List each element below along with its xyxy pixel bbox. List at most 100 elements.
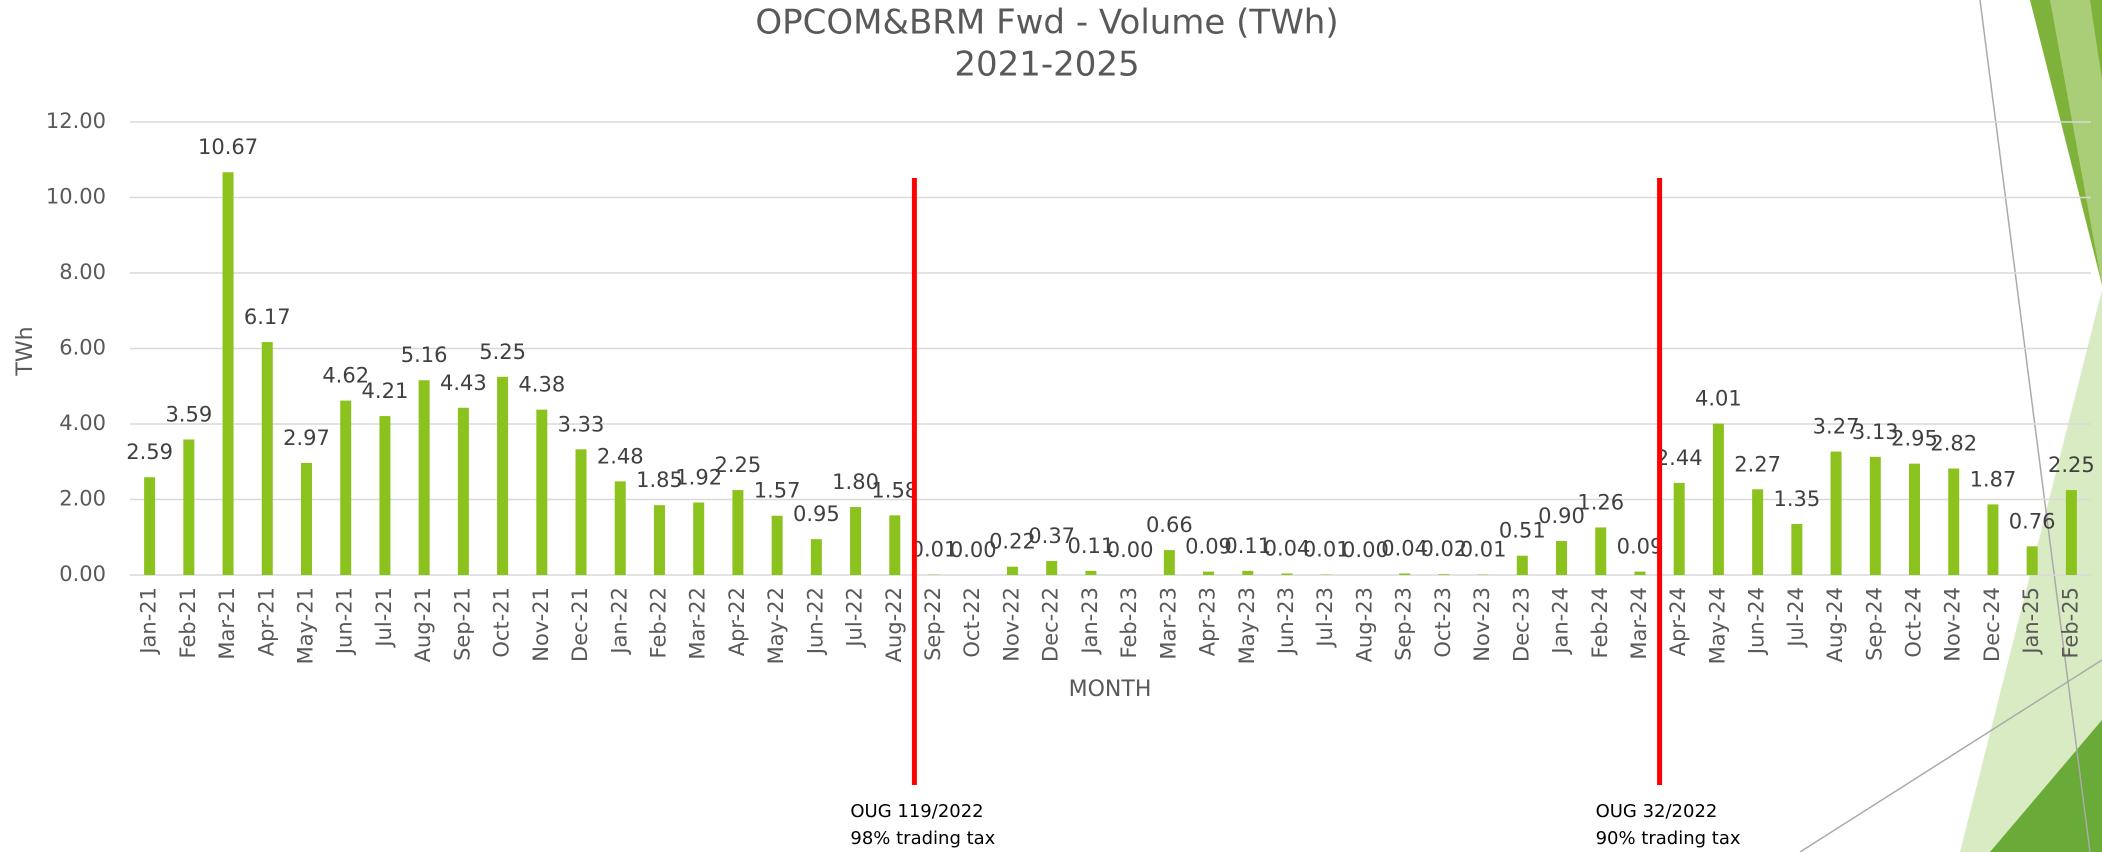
x-tick-label: Dec-21 (568, 587, 592, 662)
x-tick-label: Oct-22 (960, 587, 984, 658)
x-tick-label: Feb-24 (1588, 587, 1612, 658)
bar (144, 477, 155, 575)
bar (1713, 424, 1724, 575)
value-label: 5.25 (479, 340, 526, 364)
bar (379, 416, 390, 575)
bar (1909, 464, 1920, 575)
bar (654, 505, 665, 575)
bar (1517, 556, 1528, 575)
x-tick-label: May-22 (764, 587, 788, 664)
bar (1085, 571, 1096, 575)
bar (1281, 573, 1292, 575)
bar (732, 490, 743, 575)
x-tick-label: Feb-23 (1117, 587, 1141, 658)
value-label: 4.38 (518, 373, 565, 397)
y-tick-label: 10.00 (46, 185, 106, 209)
x-tick-label: Jan-22 (607, 587, 631, 656)
value-label: 10.67 (198, 135, 258, 159)
x-tick-label: Sep-23 (1392, 587, 1416, 661)
bar (1046, 561, 1057, 575)
x-tick-label: Apr-24 (1666, 587, 1690, 656)
chart-subtitle: 2021-2025 (954, 45, 1139, 85)
bar (458, 408, 469, 575)
x-tick-label: Jan-23 (1078, 587, 1102, 656)
x-tick-label: Dec-23 (1509, 587, 1533, 662)
value-label: 6.17 (244, 305, 291, 329)
x-tick-label: Mar-21 (215, 587, 239, 660)
bar (340, 401, 351, 575)
value-label: 2.27 (1734, 452, 1781, 476)
bar (536, 410, 547, 575)
x-tick-label: Nov-21 (529, 587, 553, 662)
bar (2027, 546, 2038, 575)
bar (576, 449, 587, 575)
value-label: 1.87 (1970, 467, 2017, 491)
x-tick-label: Dec-22 (1039, 587, 1063, 662)
x-tick-label: Oct-21 (490, 587, 514, 658)
value-label: 2.97 (283, 426, 330, 450)
x-tick-label: Dec-24 (1980, 587, 2004, 662)
x-tick-label: Oct-23 (1431, 587, 1455, 658)
value-label: 1.26 (1577, 490, 1624, 514)
bar (1595, 527, 1606, 575)
x-tick-label: Feb-22 (646, 587, 670, 658)
x-tick-label: Aug-24 (1823, 587, 1847, 662)
x-tick-label: Jan-24 (1549, 587, 1573, 656)
bar (1242, 571, 1253, 575)
bar (497, 377, 508, 575)
annotation-text: OUG 32/2022 (1596, 801, 1718, 822)
bar (889, 515, 900, 575)
x-tick-label: Sep-24 (1862, 587, 1886, 661)
bar (1634, 572, 1645, 575)
bar (183, 439, 194, 575)
value-label: 3.59 (165, 402, 212, 426)
annotation-text: 90% trading tax (1596, 828, 1741, 849)
value-label: 0.95 (793, 502, 840, 526)
bar (1791, 524, 1802, 575)
value-label: 0.66 (1146, 513, 1193, 537)
x-tick-label: May-24 (1705, 587, 1729, 664)
x-tick-label: Feb-21 (176, 587, 200, 658)
x-tick-label: May-23 (1235, 587, 1259, 664)
bar (1870, 457, 1881, 575)
x-tick-label: Jun-24 (1745, 587, 1769, 656)
x-tick-label: Feb-25 (2058, 587, 2082, 658)
bar (615, 481, 626, 575)
value-label: 4.43 (440, 371, 487, 395)
bar (850, 507, 861, 575)
chart-title: OPCOM&BRM Fwd - Volume (TWh) (755, 3, 1338, 43)
x-tick-label: Jun-22 (803, 587, 827, 656)
bar (811, 539, 822, 575)
value-label: 1.57 (754, 479, 801, 503)
value-label: 3.33 (558, 412, 605, 436)
x-tick-label: Mar-22 (686, 587, 710, 660)
bar (419, 380, 430, 575)
x-tick-label: Jul-22 (843, 587, 867, 649)
bar (262, 342, 273, 575)
bar (772, 516, 783, 575)
y-tick-label: 4.00 (59, 411, 106, 435)
x-tick-label: Mar-23 (1156, 587, 1180, 660)
bar (2066, 490, 2077, 575)
x-tick-label: Aug-21 (411, 587, 435, 662)
y-tick-label: 8.00 (59, 260, 106, 284)
x-tick-label: Sep-22 (921, 587, 945, 661)
x-tick-label: Jan-25 (2019, 587, 2043, 656)
y-tick-label: 2.00 (59, 487, 106, 511)
x-tick-label: Nov-24 (1941, 587, 1965, 662)
bar (1007, 567, 1018, 575)
bar (1752, 489, 1763, 575)
x-tick-label: Jun-21 (333, 587, 357, 656)
bar (693, 503, 704, 575)
chart: OPCOM&BRM Fwd - Volume (TWh) 2021-2025 M… (0, 0, 2102, 852)
x-tick-label: Nov-23 (1470, 587, 1494, 662)
value-label: 4.21 (362, 379, 409, 403)
x-tick-label: Apr-23 (1196, 587, 1220, 656)
value-label: 2.25 (2048, 453, 2095, 477)
value-label: 2.82 (1930, 432, 1977, 456)
x-tick-label: Jul-21 (372, 587, 396, 649)
annotation-text: OUG 119/2022 (850, 801, 983, 822)
x-tick-label: Aug-22 (882, 587, 906, 662)
bar (1399, 573, 1410, 575)
value-label: 2.59 (126, 440, 173, 464)
